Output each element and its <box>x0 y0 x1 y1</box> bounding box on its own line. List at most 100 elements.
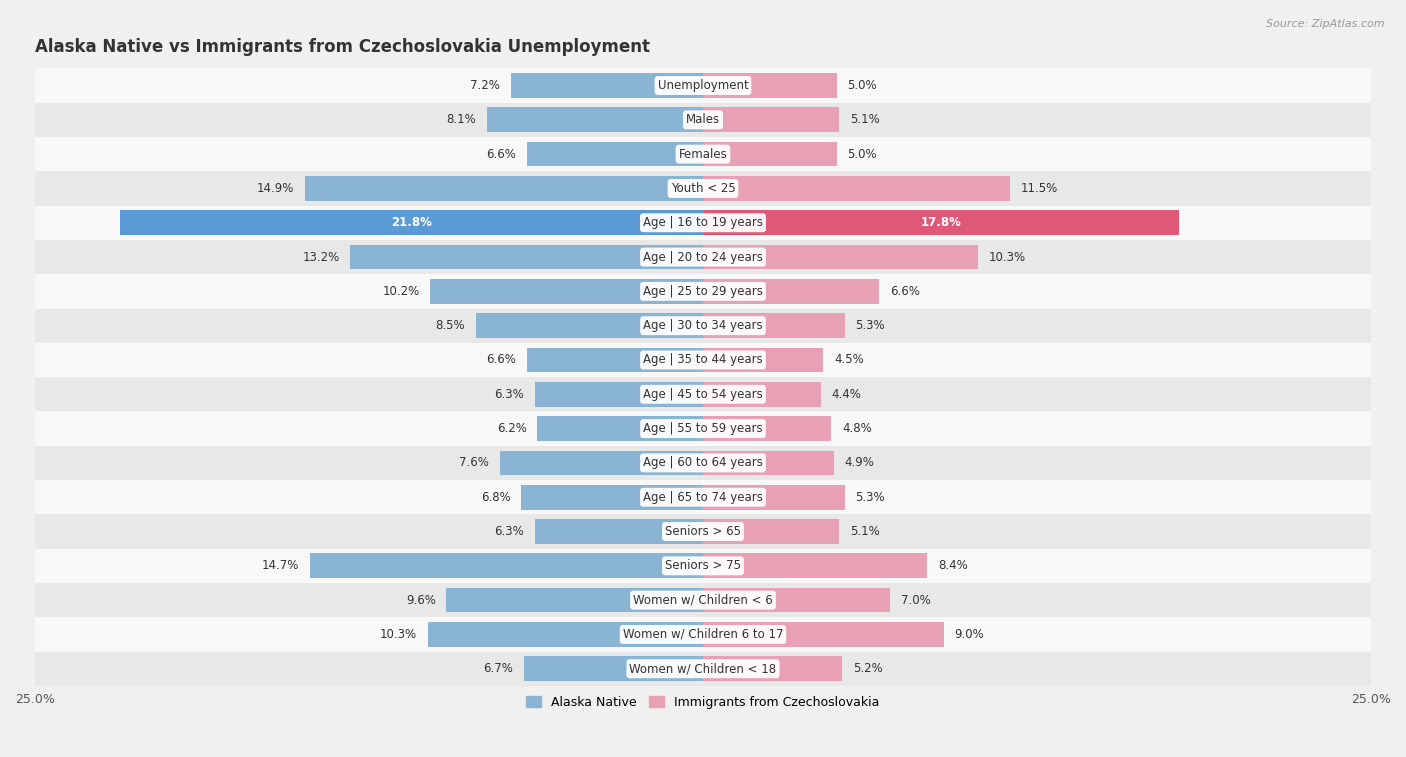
Text: 6.3%: 6.3% <box>495 525 524 538</box>
Bar <box>35 652 1371 686</box>
Text: 9.6%: 9.6% <box>406 593 436 606</box>
Bar <box>703 450 834 475</box>
Bar <box>350 245 703 269</box>
Bar <box>35 549 1371 583</box>
Text: Source: ZipAtlas.com: Source: ZipAtlas.com <box>1267 19 1385 29</box>
Text: Age | 16 to 19 years: Age | 16 to 19 years <box>643 217 763 229</box>
Text: Age | 25 to 29 years: Age | 25 to 29 years <box>643 285 763 298</box>
Bar <box>527 347 703 372</box>
Bar <box>703 107 839 132</box>
Bar <box>35 412 1371 446</box>
Bar <box>427 622 703 646</box>
Bar <box>703 313 845 338</box>
Bar <box>703 347 824 372</box>
Bar <box>522 485 703 509</box>
Text: 8.5%: 8.5% <box>436 319 465 332</box>
Text: 4.8%: 4.8% <box>842 422 872 435</box>
Text: 5.1%: 5.1% <box>851 114 880 126</box>
Text: 6.7%: 6.7% <box>484 662 513 675</box>
Text: 6.2%: 6.2% <box>496 422 527 435</box>
Text: 10.3%: 10.3% <box>380 628 418 641</box>
Text: 6.8%: 6.8% <box>481 491 510 503</box>
Bar <box>305 176 703 201</box>
Bar <box>703 485 845 509</box>
Bar <box>35 583 1371 617</box>
Bar <box>35 68 1371 103</box>
Text: 6.6%: 6.6% <box>486 354 516 366</box>
Text: 5.0%: 5.0% <box>848 148 877 160</box>
Bar <box>35 617 1371 652</box>
Text: 5.3%: 5.3% <box>855 319 884 332</box>
Bar <box>35 377 1371 412</box>
Bar <box>703 622 943 646</box>
Bar <box>703 142 837 167</box>
Bar <box>35 103 1371 137</box>
Bar <box>537 416 703 441</box>
Bar <box>703 210 1178 235</box>
Text: 6.3%: 6.3% <box>495 388 524 400</box>
Bar <box>486 107 703 132</box>
Text: 8.1%: 8.1% <box>446 114 475 126</box>
Text: 17.8%: 17.8% <box>921 217 962 229</box>
Bar <box>703 553 928 578</box>
Text: 13.2%: 13.2% <box>302 251 340 263</box>
Bar <box>35 206 1371 240</box>
Bar <box>121 210 703 235</box>
Text: Seniors > 65: Seniors > 65 <box>665 525 741 538</box>
Bar <box>35 480 1371 514</box>
Bar <box>703 382 821 407</box>
Text: 14.7%: 14.7% <box>262 559 299 572</box>
Bar <box>35 343 1371 377</box>
Text: Women w/ Children < 6: Women w/ Children < 6 <box>633 593 773 606</box>
Bar <box>447 587 703 612</box>
Text: Age | 60 to 64 years: Age | 60 to 64 years <box>643 456 763 469</box>
Text: 4.9%: 4.9% <box>845 456 875 469</box>
Bar <box>534 382 703 407</box>
Text: 5.3%: 5.3% <box>855 491 884 503</box>
Text: 21.8%: 21.8% <box>391 217 432 229</box>
Bar <box>534 519 703 544</box>
Bar <box>35 446 1371 480</box>
Text: 7.0%: 7.0% <box>901 593 931 606</box>
Text: Age | 35 to 44 years: Age | 35 to 44 years <box>643 354 763 366</box>
Text: 7.2%: 7.2% <box>470 79 501 92</box>
Bar <box>703 416 831 441</box>
Text: Males: Males <box>686 114 720 126</box>
Bar <box>475 313 703 338</box>
Text: 9.0%: 9.0% <box>955 628 984 641</box>
Bar <box>527 142 703 167</box>
Bar <box>510 73 703 98</box>
Text: 4.4%: 4.4% <box>831 388 860 400</box>
Text: 14.9%: 14.9% <box>257 182 294 195</box>
Text: Age | 55 to 59 years: Age | 55 to 59 years <box>643 422 763 435</box>
Bar <box>703 279 879 304</box>
Bar <box>35 137 1371 171</box>
Text: Women w/ Children 6 to 17: Women w/ Children 6 to 17 <box>623 628 783 641</box>
Text: 10.3%: 10.3% <box>988 251 1026 263</box>
Text: 11.5%: 11.5% <box>1021 182 1059 195</box>
Bar <box>703 519 839 544</box>
Text: Youth < 25: Youth < 25 <box>671 182 735 195</box>
Text: Women w/ Children < 18: Women w/ Children < 18 <box>630 662 776 675</box>
Bar <box>703 656 842 681</box>
Bar <box>430 279 703 304</box>
Bar <box>703 587 890 612</box>
Text: 5.1%: 5.1% <box>851 525 880 538</box>
Text: 4.5%: 4.5% <box>834 354 863 366</box>
Text: Age | 30 to 34 years: Age | 30 to 34 years <box>643 319 763 332</box>
Text: 5.0%: 5.0% <box>848 79 877 92</box>
Bar <box>311 553 703 578</box>
Text: Seniors > 75: Seniors > 75 <box>665 559 741 572</box>
Bar <box>35 171 1371 206</box>
Text: Age | 45 to 54 years: Age | 45 to 54 years <box>643 388 763 400</box>
Text: Alaska Native vs Immigrants from Czechoslovakia Unemployment: Alaska Native vs Immigrants from Czechos… <box>35 38 650 56</box>
Text: 5.2%: 5.2% <box>852 662 883 675</box>
Bar <box>703 176 1011 201</box>
Text: Females: Females <box>679 148 727 160</box>
Bar <box>35 309 1371 343</box>
Bar <box>524 656 703 681</box>
Text: 8.4%: 8.4% <box>938 559 967 572</box>
Bar <box>35 240 1371 274</box>
Text: 6.6%: 6.6% <box>890 285 920 298</box>
Bar <box>501 450 703 475</box>
